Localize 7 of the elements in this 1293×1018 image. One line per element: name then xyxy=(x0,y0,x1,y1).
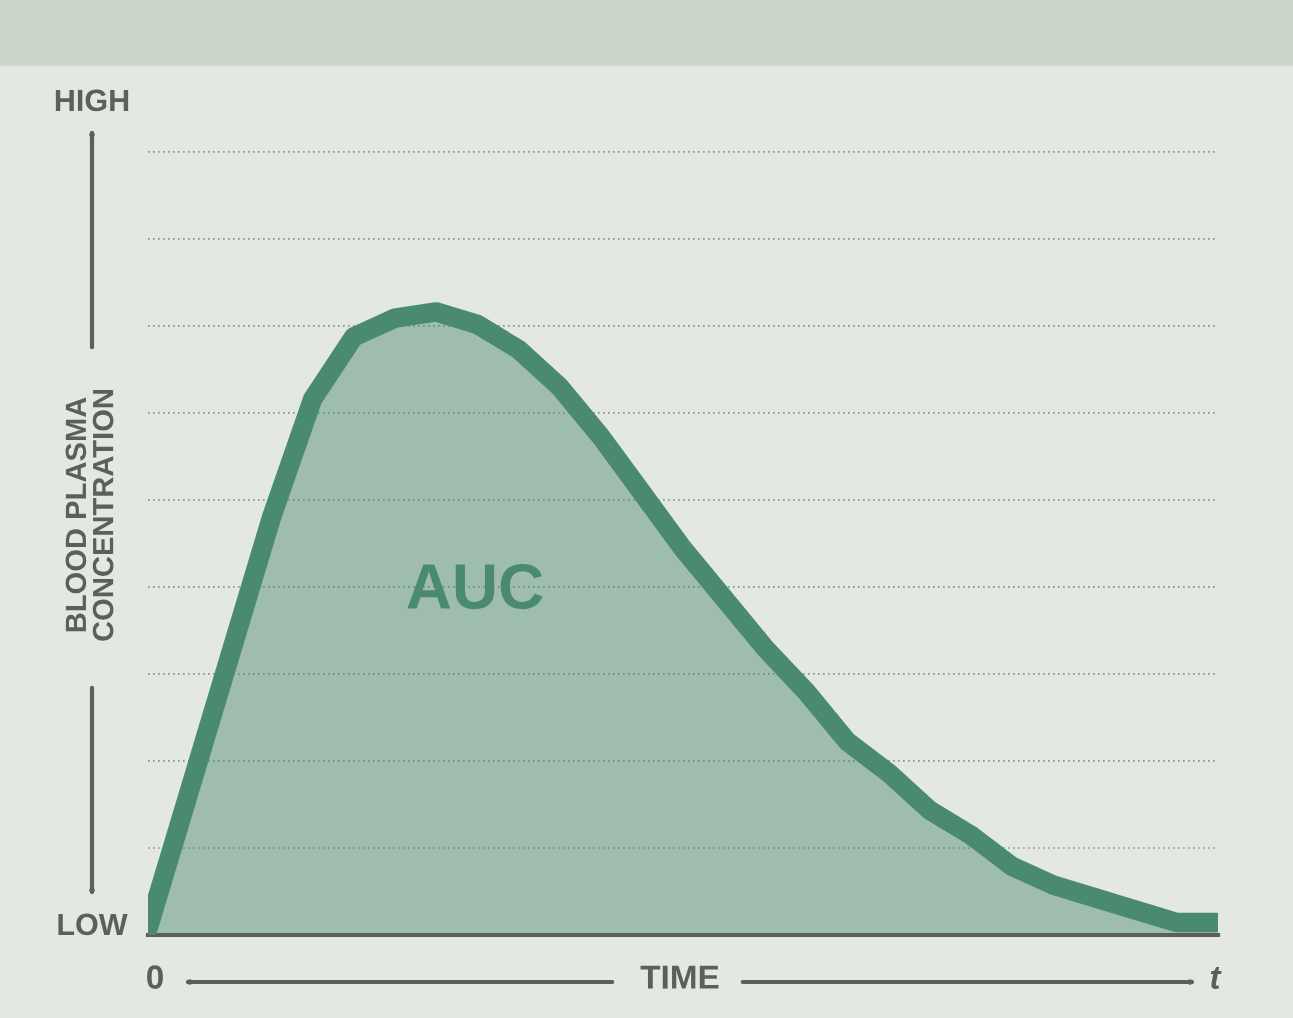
x-axis-title: TIME xyxy=(640,965,719,989)
text: 0 xyxy=(147,965,163,989)
y-axis-title: BLOOD PLASMA CONCENTRATION xyxy=(65,390,114,641)
text: t xyxy=(1210,966,1222,989)
annotation: AUC xyxy=(407,563,543,610)
text: HIGH xyxy=(55,89,129,112)
text: LOW xyxy=(58,913,128,936)
